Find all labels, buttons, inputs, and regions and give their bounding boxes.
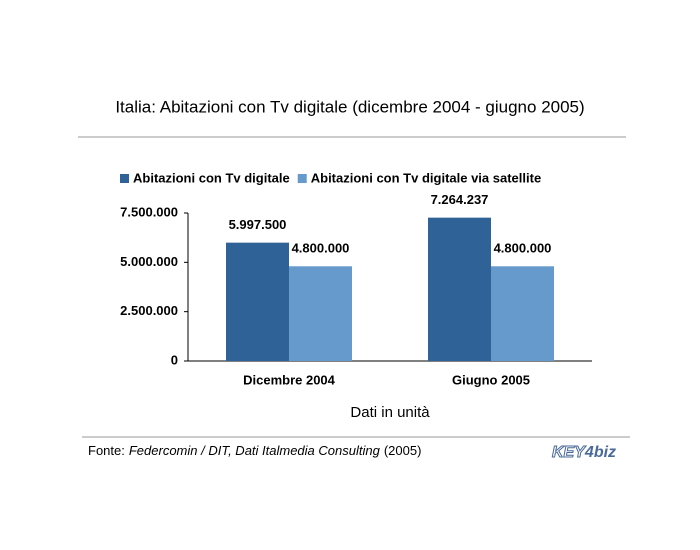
x-tick-label: Giugno 2005 xyxy=(452,372,530,387)
source-part: Fonte: xyxy=(88,443,125,458)
legend-swatch xyxy=(297,174,307,183)
y-tick-label: 2.500.000 xyxy=(120,303,178,318)
logo-part: KEY xyxy=(552,444,586,461)
logo: KEY4biz xyxy=(552,444,616,461)
source-part: Federcomin / DIT, Dati Italmedia Consult… xyxy=(129,443,381,458)
source-part: (2005) xyxy=(384,443,422,458)
value-label: 7.264.237 xyxy=(431,192,489,207)
chart-title: Italia: Abitazioni con Tv digitale (dice… xyxy=(115,97,584,116)
logo-part: 4 xyxy=(584,444,594,461)
y-tick-label: 7.500.000 xyxy=(120,204,178,219)
x-tick-label: Dicembre 2004 xyxy=(243,372,336,387)
bar xyxy=(491,266,554,361)
logo-part: biz xyxy=(594,444,616,461)
y-tick-label: 5.000.000 xyxy=(120,254,178,269)
y-tick-label: 0 xyxy=(171,352,178,367)
legend-label: Abitazioni con Tv digitale xyxy=(133,170,290,185)
value-label: 5.997.500 xyxy=(229,217,287,232)
x-axis-label: Dati in unità xyxy=(350,404,430,421)
legend-label: Abitazioni con Tv digitale via satellite xyxy=(311,170,541,185)
bar xyxy=(428,217,491,361)
bar xyxy=(226,242,289,361)
bar xyxy=(289,266,352,361)
legend-swatch xyxy=(120,174,129,183)
value-label: 4.800.000 xyxy=(292,241,350,256)
source: Fonte: Federcomin / DIT, Dati Italmedia C… xyxy=(88,443,421,458)
value-label: 4.800.000 xyxy=(494,241,552,256)
